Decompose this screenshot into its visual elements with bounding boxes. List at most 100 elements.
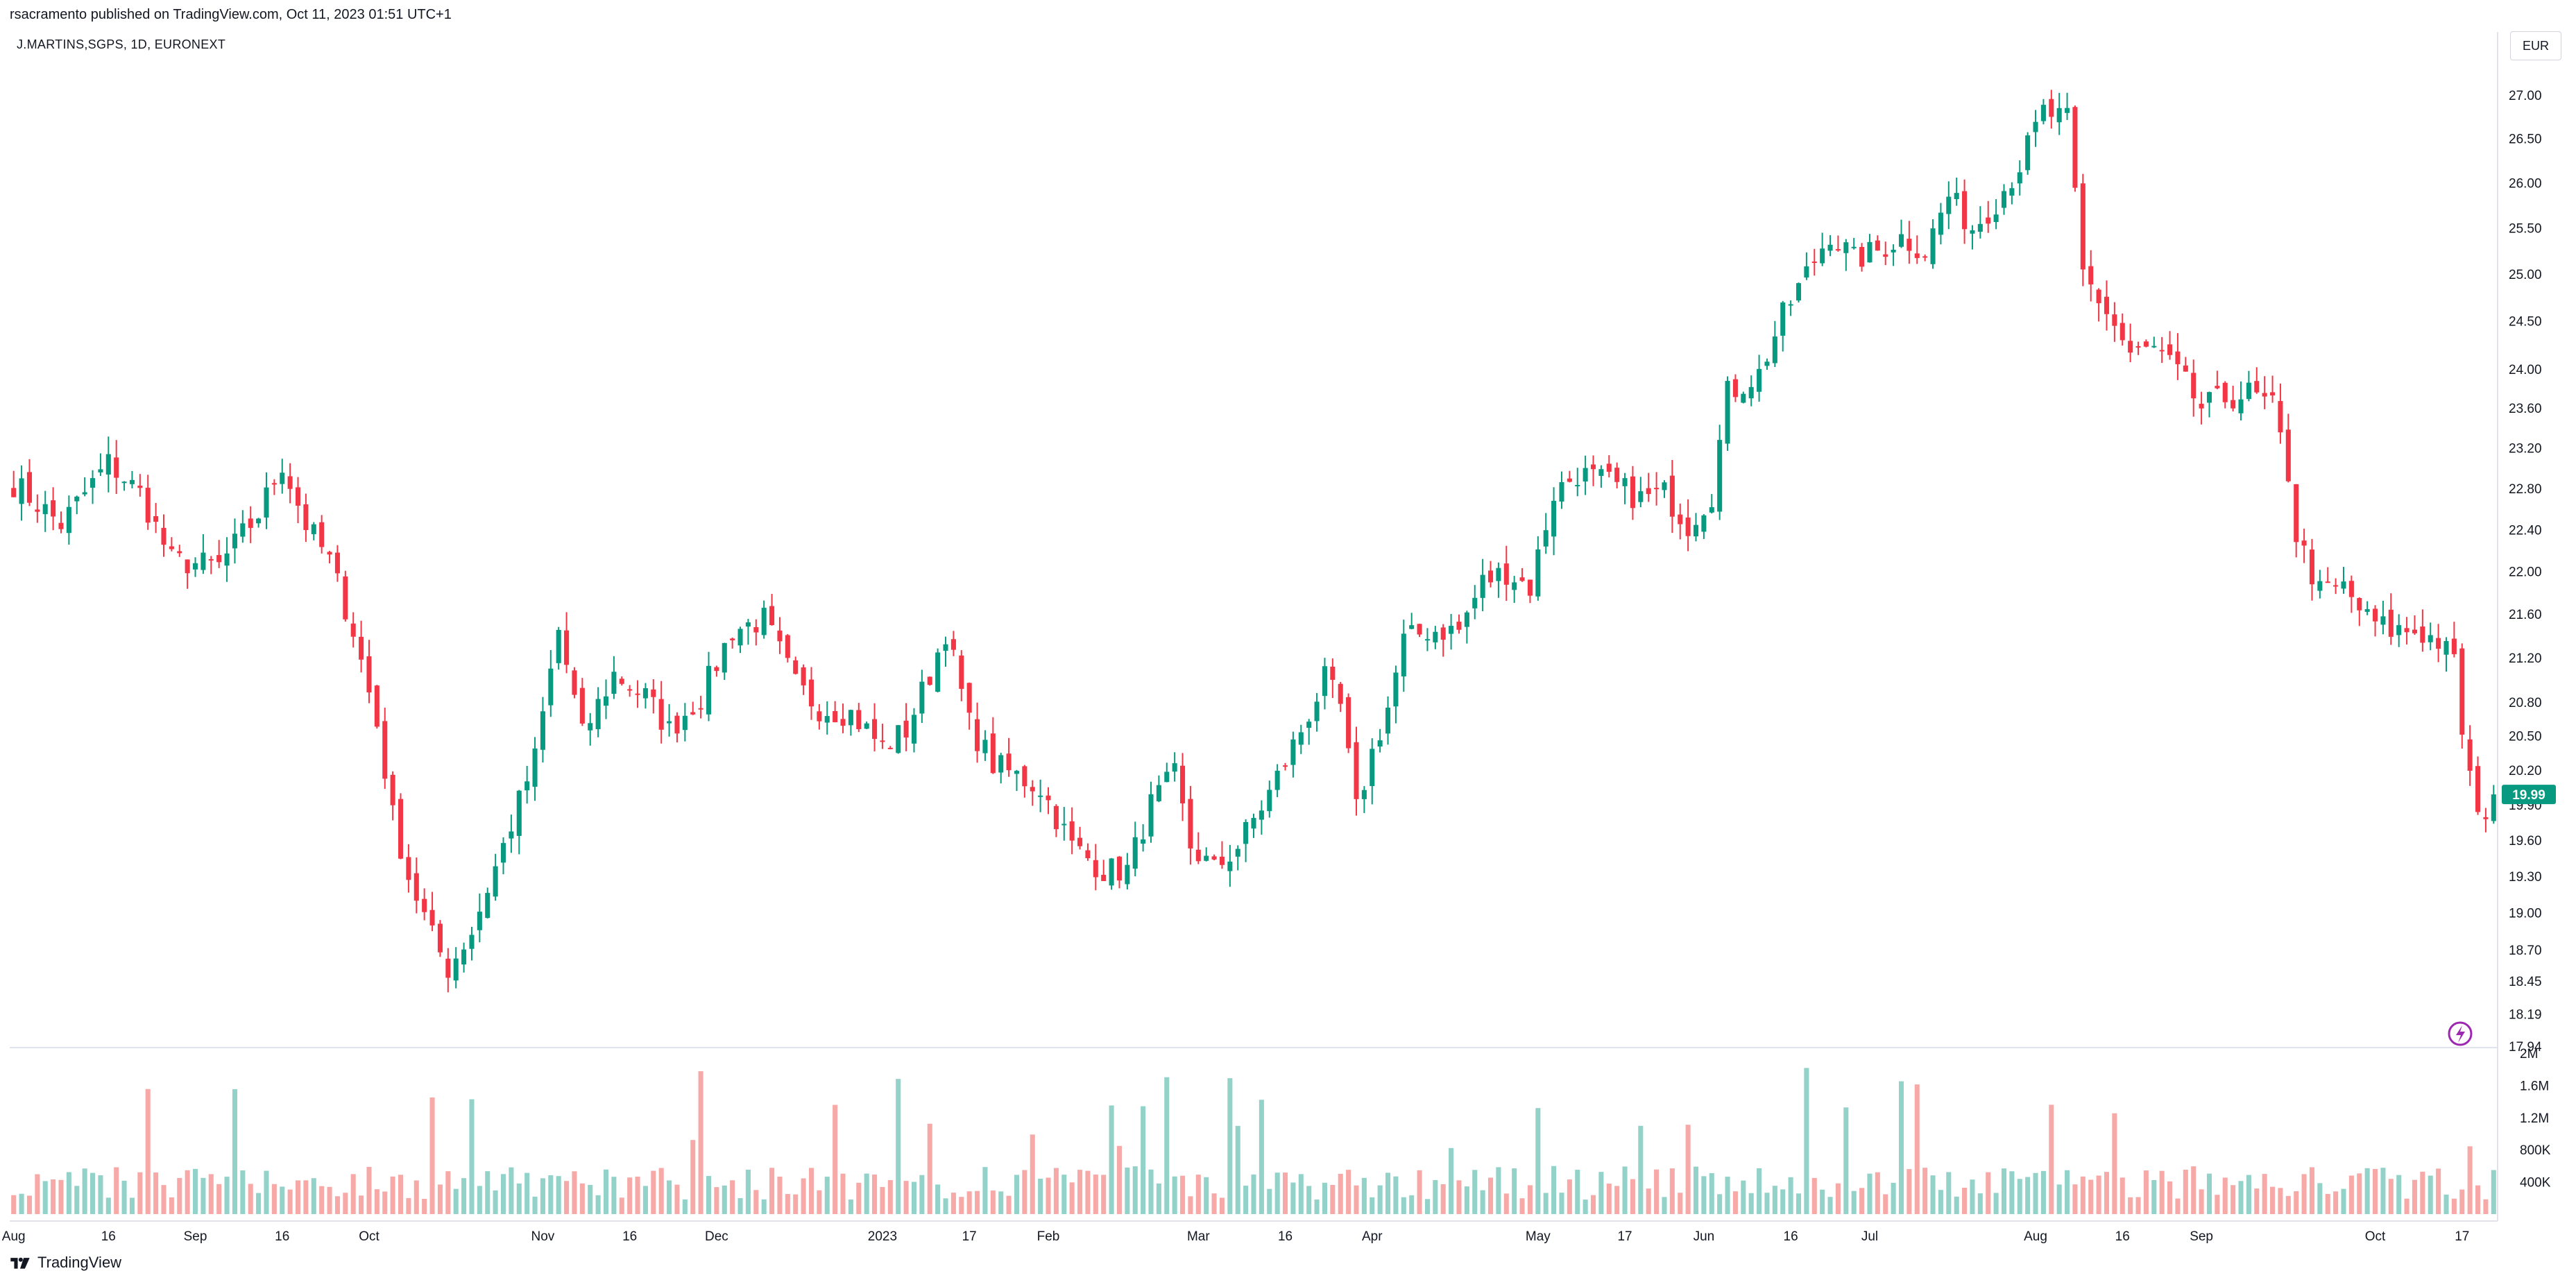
volume-bar bbox=[2096, 1175, 2101, 1214]
volume-bar bbox=[2467, 1146, 2473, 1214]
volume-bar bbox=[833, 1104, 838, 1214]
candle-body bbox=[2404, 628, 2409, 633]
currency-button[interactable]: EUR bbox=[2510, 31, 2561, 60]
candle-body bbox=[1820, 248, 1825, 264]
time-tick-label: 17 bbox=[2455, 1229, 2469, 1244]
volume-bar bbox=[1630, 1179, 1635, 1214]
volume-bar bbox=[1646, 1188, 1651, 1214]
candle-body bbox=[927, 676, 932, 685]
volume-bar bbox=[1274, 1172, 1280, 1214]
candle-body bbox=[840, 719, 846, 726]
volume-bar bbox=[343, 1193, 348, 1214]
candle-body bbox=[1741, 393, 1746, 403]
volume-bar bbox=[611, 1177, 617, 1214]
candle-body bbox=[2065, 108, 2070, 113]
lightning-icon[interactable] bbox=[2448, 1021, 2473, 1046]
candle-body bbox=[437, 923, 443, 953]
volume-bar bbox=[1575, 1170, 1580, 1214]
volume-bar bbox=[1180, 1175, 1186, 1214]
candle-body bbox=[105, 454, 111, 475]
volume-bar bbox=[2388, 1179, 2394, 1214]
volume-bar bbox=[998, 1191, 1004, 1214]
volume-bar bbox=[303, 1180, 309, 1214]
volume-bar bbox=[240, 1170, 246, 1214]
symbol-legend: J.MARTINS,SGPS, 1D, EURONEXT bbox=[17, 37, 226, 51]
candle-body bbox=[1685, 518, 1691, 536]
candle-body bbox=[722, 642, 727, 673]
price-tick-label: 21.60 bbox=[2509, 608, 2542, 622]
lightning-bolt bbox=[2456, 1025, 2465, 1043]
volume-bar bbox=[1109, 1105, 1114, 1214]
candle-body bbox=[1243, 821, 1249, 844]
volume-bar bbox=[1859, 1188, 1865, 1214]
time-tick-label: Aug bbox=[2, 1229, 26, 1244]
candle-body bbox=[1938, 212, 1943, 235]
volume-bar bbox=[1843, 1107, 1849, 1214]
volume-bar bbox=[2333, 1191, 2339, 1214]
candle-body bbox=[1827, 244, 1833, 251]
candle-body bbox=[2151, 345, 2157, 348]
candle-body bbox=[1046, 795, 1051, 801]
volume-bar bbox=[651, 1170, 656, 1214]
volume-bar bbox=[350, 1174, 356, 1214]
candle-body bbox=[1361, 790, 1367, 799]
volume-bar bbox=[437, 1184, 443, 1214]
candle-body bbox=[1654, 488, 1660, 490]
volume-bar bbox=[887, 1179, 893, 1214]
candle-body bbox=[2270, 392, 2276, 395]
candle-body bbox=[422, 898, 427, 912]
candle-body bbox=[1006, 753, 1012, 771]
volume-bar bbox=[1986, 1172, 1991, 1214]
candle-body bbox=[2428, 635, 2433, 642]
candle-body bbox=[785, 635, 790, 658]
volume-bar bbox=[753, 1190, 759, 1214]
candle-body bbox=[2443, 641, 2449, 655]
volume-bar bbox=[1409, 1195, 1415, 1214]
time-axis: Aug 16 Sep 16 Oct Nov 16 Dec 2023 17 Feb Mar 16 Apr Ma… bbox=[2, 1229, 2470, 1244]
volume-bar bbox=[201, 1177, 206, 1214]
candle-body bbox=[682, 715, 688, 731]
candle-body bbox=[2017, 172, 2022, 184]
volume-bar bbox=[1322, 1182, 1327, 1214]
volume-bar bbox=[74, 1186, 80, 1214]
volume-bar bbox=[896, 1079, 901, 1214]
candle-body bbox=[706, 665, 712, 715]
candle-body bbox=[2333, 585, 2339, 587]
volume-bar bbox=[880, 1186, 885, 1214]
tradingview-logo-icon bbox=[10, 1257, 30, 1269]
volume-bar bbox=[635, 1176, 640, 1214]
candle-body bbox=[2388, 609, 2394, 637]
candle-body bbox=[2206, 392, 2212, 403]
time-tick-label: 16 bbox=[1784, 1229, 1798, 1244]
candle-body bbox=[1061, 824, 1067, 826]
candle-body bbox=[429, 910, 435, 925]
volume-bar bbox=[1527, 1185, 1533, 1214]
candle-body bbox=[556, 629, 561, 663]
candle-body bbox=[1701, 515, 1707, 532]
candle-body bbox=[848, 710, 853, 726]
volume-bar bbox=[1638, 1125, 1644, 1214]
candle-body bbox=[295, 487, 301, 506]
candle-body bbox=[461, 949, 467, 965]
volume-bar bbox=[1496, 1167, 1501, 1214]
candle-body bbox=[1156, 785, 1161, 801]
candle-body bbox=[737, 629, 743, 646]
candle-body bbox=[2491, 794, 2496, 821]
volume-bar bbox=[1014, 1175, 1020, 1214]
candle-body bbox=[58, 522, 64, 529]
candle-body bbox=[2215, 386, 2220, 389]
volume-bar bbox=[2183, 1169, 2188, 1214]
volume-bar bbox=[516, 1183, 522, 1214]
candle-body bbox=[1962, 191, 1968, 230]
candle-body bbox=[1132, 837, 1138, 869]
candle-body bbox=[248, 518, 253, 528]
volume-bar bbox=[848, 1200, 853, 1214]
candle-body bbox=[1377, 740, 1383, 747]
candle-body bbox=[745, 622, 751, 627]
volume-bar bbox=[524, 1172, 530, 1214]
candle-body bbox=[872, 719, 878, 740]
tradingview-branding[interactable]: TradingView bbox=[8, 1250, 121, 1275]
candle-body bbox=[1487, 570, 1494, 583]
candle-body bbox=[619, 679, 624, 684]
